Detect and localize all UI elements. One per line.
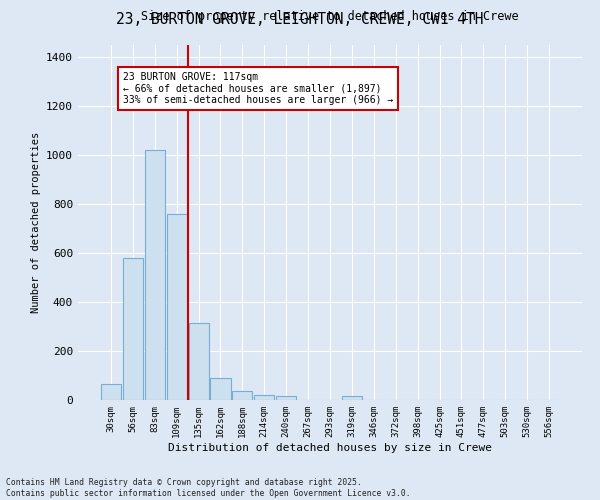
Y-axis label: Number of detached properties: Number of detached properties [31,132,41,313]
Text: 23, BURTON GROVE, LEIGHTON, CREWE, CW1 4TH: 23, BURTON GROVE, LEIGHTON, CREWE, CW1 4… [116,12,484,28]
Title: Size of property relative to detached houses in Crewe: Size of property relative to detached ho… [141,10,519,23]
Bar [101,384,121,400]
Bar [211,378,230,400]
Bar [342,396,362,400]
Text: Contains HM Land Registry data © Crown copyright and database right 2025.
Contai: Contains HM Land Registry data © Crown c… [6,478,410,498]
Bar [123,258,143,400]
Bar [167,214,187,400]
Bar [232,392,253,400]
Bar [254,395,274,400]
Text: 23 BURTON GROVE: 117sqm
← 66% of detached houses are smaller (1,897)
33% of semi: 23 BURTON GROVE: 117sqm ← 66% of detache… [123,72,393,105]
Bar [276,396,296,400]
X-axis label: Distribution of detached houses by size in Crewe: Distribution of detached houses by size … [168,442,492,452]
Bar [188,323,209,400]
Bar [145,150,165,400]
